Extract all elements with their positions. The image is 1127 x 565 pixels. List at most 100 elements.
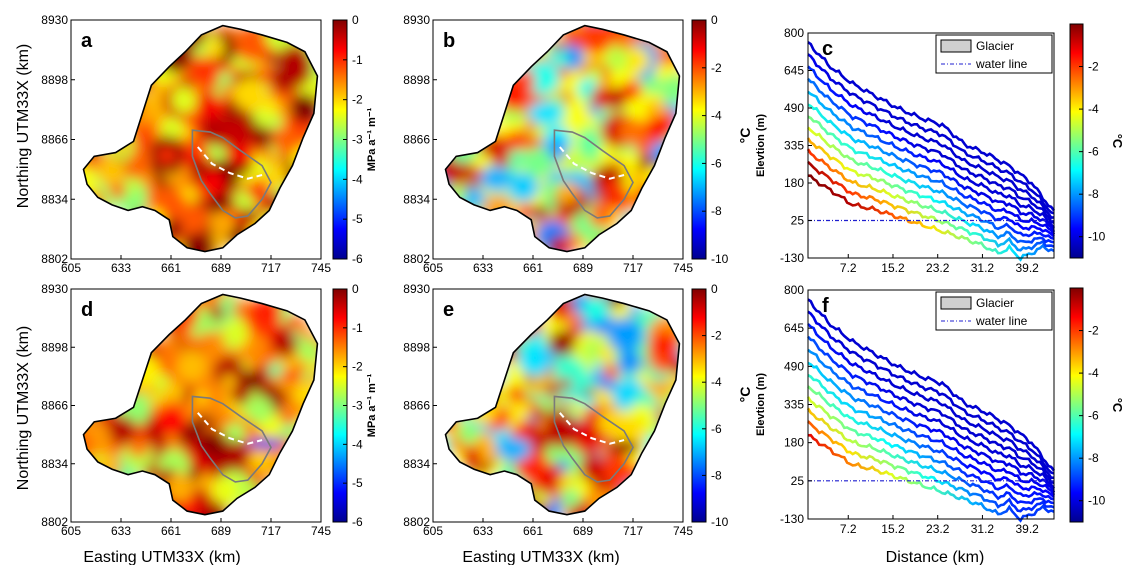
coastline xyxy=(82,293,319,516)
field-patch xyxy=(246,396,274,424)
field-patch xyxy=(607,317,644,353)
colorbar-b: 0 -2 -4 -6 -8 -10 xyxy=(691,13,729,266)
panel-letter: c xyxy=(822,38,833,60)
y-tick-label: 8898 xyxy=(403,340,430,354)
colorbar-tick-label: -2 xyxy=(1088,324,1099,338)
isotherm-line xyxy=(807,78,1055,224)
x-tick-label: 689 xyxy=(211,261,231,275)
y-tick-label: 8866 xyxy=(41,133,68,147)
x-tick-label: 23.2 xyxy=(926,261,950,275)
isotherm-line xyxy=(806,137,1055,241)
colorbar-tick-label: -3 xyxy=(352,399,363,413)
glacier-outline xyxy=(191,129,272,219)
x-tick-label: 31.2 xyxy=(971,261,995,275)
field-patch xyxy=(622,46,650,75)
colorbar-tick-label: -4 xyxy=(711,375,722,389)
y-tick-label: 490 xyxy=(784,359,804,373)
field-patch xyxy=(521,459,548,485)
panel-letter: b xyxy=(443,30,455,52)
y-tick-label: 8930 xyxy=(41,13,68,27)
isotherm-line xyxy=(807,126,1055,238)
isotherm-line xyxy=(806,407,1055,505)
field-patch xyxy=(209,211,235,237)
field-patch xyxy=(156,404,187,436)
field-patch xyxy=(297,339,318,363)
isotherm-line xyxy=(807,90,1056,229)
field-patch xyxy=(187,56,223,91)
field-anomaly xyxy=(495,437,532,462)
flowline xyxy=(559,146,625,180)
field-patch xyxy=(158,147,176,164)
x-tick-label: 7.2 xyxy=(840,261,857,275)
colorbar-tick-label: -4 xyxy=(1088,102,1099,116)
field-patch xyxy=(96,157,126,187)
y-tick-label: 8802 xyxy=(403,515,430,529)
y-tick-label: 25 xyxy=(791,474,805,488)
colorbar-tick-label: -4 xyxy=(1088,366,1099,380)
colorbar-tick-label: -5 xyxy=(352,212,363,226)
x-tick-label: 689 xyxy=(573,261,593,275)
field-patch xyxy=(507,386,525,403)
field-patch xyxy=(570,418,606,454)
field-patch xyxy=(508,148,527,167)
panel-letter: a xyxy=(81,30,93,52)
colorbar-tick-label: -8 xyxy=(1088,187,1099,201)
colorbar-tick-label: -10 xyxy=(1088,494,1106,508)
x-tick-label: 745 xyxy=(673,261,693,275)
colorbar-tick-label: -6 xyxy=(352,252,363,266)
map-ylabel-bottom: Northing UTM33X (km) xyxy=(15,326,32,490)
field-patch xyxy=(642,75,661,95)
coastline xyxy=(444,24,681,253)
isotherm-lines xyxy=(806,41,1056,262)
y-tick-label: 8898 xyxy=(41,73,68,87)
y-tick-label: 8898 xyxy=(403,73,430,87)
colorbar-tick-label: 0 xyxy=(711,282,718,296)
field-patch xyxy=(174,350,206,382)
x-tick-label: 661 xyxy=(161,261,181,275)
colorbar xyxy=(691,19,707,260)
x-tick-label: 689 xyxy=(211,524,231,538)
colorbar-tick-label: -2 xyxy=(352,360,363,374)
field-patch xyxy=(209,305,225,321)
field-patch xyxy=(139,170,156,187)
colorbar-tick-label: -6 xyxy=(1088,145,1099,159)
field-anomaly xyxy=(276,44,313,89)
coastline xyxy=(444,293,681,516)
field-patch xyxy=(602,178,622,197)
field-patch xyxy=(233,77,267,111)
map-xlabel-d: Easting UTM33X (km) xyxy=(83,549,240,565)
y-tick-label: -130 xyxy=(780,251,804,265)
colorbar-tick-label: -1 xyxy=(352,53,363,67)
field-patch xyxy=(290,93,318,123)
field-patch xyxy=(659,74,680,104)
colorbar-tick-label: -8 xyxy=(711,468,722,482)
profile-unit-label: °C xyxy=(737,387,753,403)
y-tick-label: 8802 xyxy=(41,515,68,529)
field-patch xyxy=(231,305,244,317)
field-patch xyxy=(268,362,283,378)
field-patch xyxy=(595,389,614,408)
x-tick-label: 39.2 xyxy=(1015,261,1039,275)
field-patch xyxy=(602,362,619,380)
y-tick-label: 8866 xyxy=(403,399,430,413)
colorbar-a: 0 -1 -2 -3 -4 -5 -6 MPa a⁻¹ m⁻¹ xyxy=(332,13,378,266)
x-tick-label: 605 xyxy=(61,524,81,538)
field-patch xyxy=(217,71,233,87)
flowline xyxy=(197,146,263,180)
colorbar-tick-label: -2 xyxy=(711,329,722,343)
field-patch xyxy=(559,474,574,489)
field-patch xyxy=(531,125,546,139)
x-tick-label: 605 xyxy=(423,524,443,538)
colorbar-d: 0 -1 -2 -3 -4 -5 -6 MPa a⁻¹ m⁻¹ xyxy=(332,282,378,529)
x-tick-label: 717 xyxy=(623,261,643,275)
y-tick-label: 490 xyxy=(784,101,804,115)
y-tick-label: -130 xyxy=(780,512,804,526)
x-tick-label: 661 xyxy=(523,261,543,275)
field-patch xyxy=(198,169,225,197)
field-patch xyxy=(152,392,163,404)
field-patch xyxy=(543,412,579,448)
glacier-outline xyxy=(553,129,634,219)
isotherm-line xyxy=(807,65,1055,219)
field-patch xyxy=(213,355,246,389)
x-tick-label: 717 xyxy=(261,524,281,538)
